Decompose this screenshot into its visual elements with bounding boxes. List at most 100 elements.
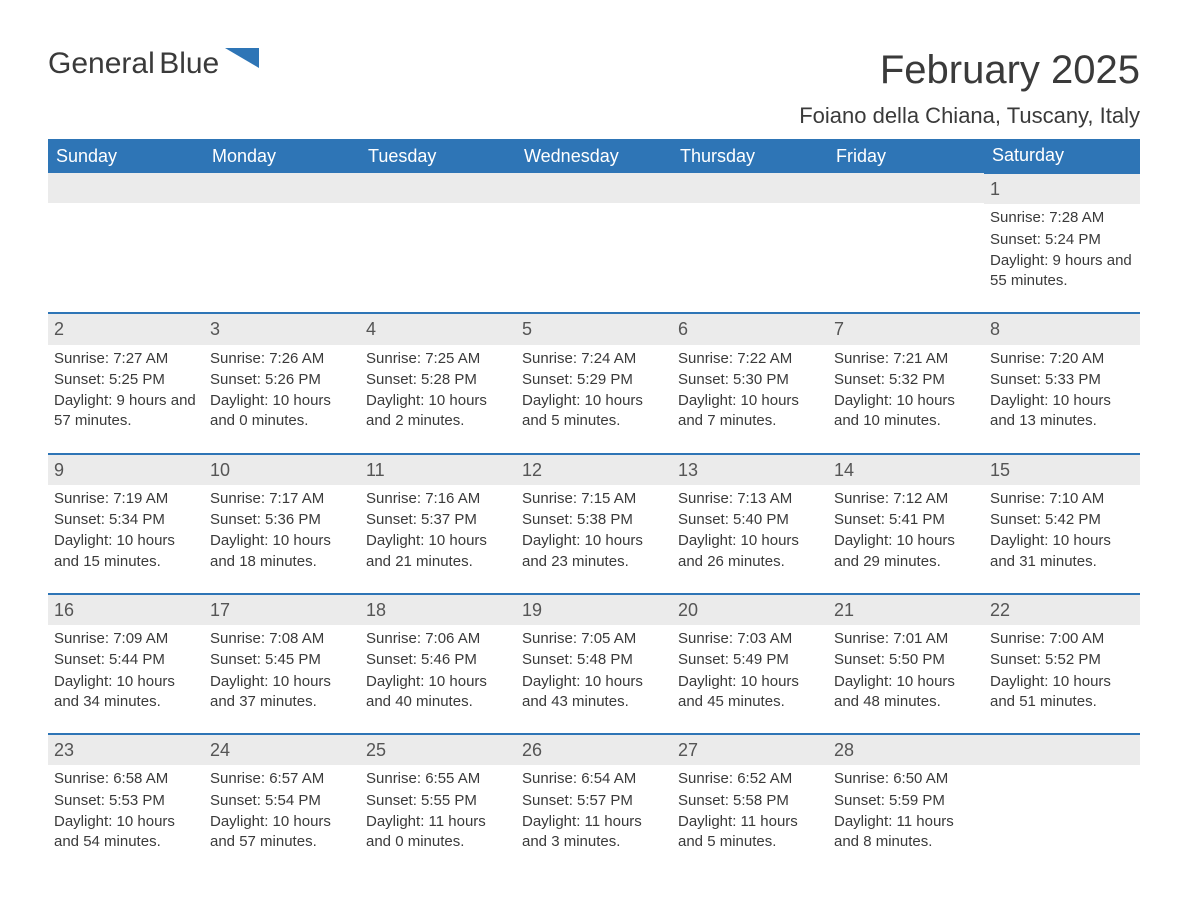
sunrise-line: 7:21 AM (834, 349, 978, 369)
sunset-line: 5:45 PM (210, 650, 354, 670)
day-content: 7:22 AM5:30 PMDaylight: 10 hours and 7 m… (678, 349, 822, 432)
logo-triangle-icon (225, 48, 259, 79)
calendar-empty-cell (828, 173, 984, 313)
day-content: 7:00 AM5:52 PMDaylight: 10 hours and 51 … (990, 629, 1134, 712)
day-content: 7:12 AM5:41 PMDaylight: 10 hours and 29 … (834, 489, 978, 572)
calendar-day-cell: 266:54 AM5:57 PMDaylight: 11 hours and 3… (516, 734, 672, 873)
daylight-line: Daylight: 11 hours and 8 minutes. (834, 812, 978, 853)
sunrise-line: 7:06 AM (366, 629, 510, 649)
calendar-week-row: 23 6:58 AM5:53 PMDaylight: 10 hours and 5… (48, 734, 1140, 873)
daynum-bar-empty (984, 735, 1140, 765)
logo-text-block: General Blue (48, 49, 219, 79)
day-content: 6:54 AM5:57 PMDaylight: 11 hours and 3 m… (522, 769, 666, 852)
day-number: 17 (204, 595, 360, 625)
calendar-table: SundayMondayTuesdayWednesdayThursdayFrid… (48, 139, 1140, 873)
sunrise-line: 7:12 AM (834, 489, 978, 509)
day-content: 7:01 AM5:50 PMDaylight: 10 hours and 48 … (834, 629, 978, 712)
weekday-header-row: SundayMondayTuesdayWednesdayThursdayFrid… (48, 139, 1140, 173)
sunset-line: 5:36 PM (210, 510, 354, 530)
daylight-line: Daylight: 10 hours and 31 minutes. (990, 531, 1134, 572)
daylight-line: Daylight: 10 hours and 2 minutes. (366, 391, 510, 432)
sunset-line: 5:53 PM (54, 791, 198, 811)
sunset-line: 5:42 PM (990, 510, 1134, 530)
calendar-body: 17:28 AM5:24 PMDaylight: 9 hours and 55 … (48, 173, 1140, 873)
calendar-day-cell: 37:26 AM5:26 PMDaylight: 10 hours and 0 … (204, 313, 360, 453)
calendar-day-cell: 27:27 AM5:25 PMDaylight: 9 hours and 57 … (48, 313, 204, 453)
daylight-line: Daylight: 10 hours and 7 minutes. (678, 391, 822, 432)
day-number: 23 (48, 735, 204, 765)
calendar-day-cell: 167:09 AM5:44 PMDaylight: 10 hours and 3… (48, 594, 204, 734)
calendar-day-cell: 197:05 AM5:48 PMDaylight: 10 hours and 4… (516, 594, 672, 734)
sunrise-line: 7:03 AM (678, 629, 822, 649)
daynum-bar-empty (204, 173, 360, 203)
calendar-week-row: 97:19 AM5:34 PMDaylight: 10 hours and 15… (48, 454, 1140, 594)
sunrise-line: 7:16 AM (366, 489, 510, 509)
weekday-header: Wednesday (516, 139, 672, 173)
weekday-header: Thursday (672, 139, 828, 173)
day-number: 15 (984, 455, 1140, 485)
day-number: 19 (516, 595, 672, 625)
day-content: 6:57 AM5:54 PMDaylight: 10 hours and 57 … (210, 769, 354, 852)
sunrise-line: 7:26 AM (210, 349, 354, 369)
day-content: 6:50 AM5:59 PMDaylight: 11 hours and 8 m… (834, 769, 978, 852)
calendar-day-cell: 207:03 AM5:49 PMDaylight: 10 hours and 4… (672, 594, 828, 734)
logo: General Blue (48, 48, 259, 79)
calendar-day-cell: 21 7:01 AM5:50 PMDaylight: 10 hours and 4… (828, 594, 984, 734)
sunrise-line: 7:17 AM (210, 489, 354, 509)
sunset-line: 5:48 PM (522, 650, 666, 670)
sunset-line: 5:59 PM (834, 791, 978, 811)
sunrise-line: 7:10 AM (990, 489, 1134, 509)
day-content: 7:08 AM5:45 PMDaylight: 10 hours and 37 … (210, 629, 354, 712)
sunset-line: 5:25 PM (54, 370, 198, 390)
daylight-line: Daylight: 10 hours and 40 minutes. (366, 672, 510, 713)
sunrise-line: 7:24 AM (522, 349, 666, 369)
day-content: 7:21 AM5:32 PMDaylight: 10 hours and 10 … (834, 349, 978, 432)
daylight-line: Daylight: 10 hours and 18 minutes. (210, 531, 354, 572)
day-number: 4 (360, 314, 516, 344)
day-content: 6:58 AM5:53 PMDaylight: 10 hours and 54 … (54, 769, 198, 852)
sunrise-line: 6:55 AM (366, 769, 510, 789)
title-block: February 2025 Foiano della Chiana, Tusca… (799, 48, 1140, 129)
day-content: 6:52 AM5:58 PMDaylight: 11 hours and 5 m… (678, 769, 822, 852)
daylight-line: Daylight: 9 hours and 57 minutes. (54, 391, 198, 432)
day-number: 21 (828, 595, 984, 625)
calendar-page: General Blue February 2025 Foiano della … (0, 0, 1188, 913)
sunrise-line: 6:54 AM (522, 769, 666, 789)
sunset-line: 5:46 PM (366, 650, 510, 670)
daylight-line: Daylight: 10 hours and 48 minutes. (834, 672, 978, 713)
weekday-header: Sunday (48, 139, 204, 173)
sunset-line: 5:26 PM (210, 370, 354, 390)
day-content: 7:03 AM5:49 PMDaylight: 10 hours and 45 … (678, 629, 822, 712)
sunrise-line: 7:28 AM (990, 208, 1134, 228)
sunset-line: 5:38 PM (522, 510, 666, 530)
sunrise-line: 7:27 AM (54, 349, 198, 369)
calendar-day-cell: 13 7:13 AM5:40 PMDaylight: 10 hours and 2… (672, 454, 828, 594)
calendar-day-cell: 47:25 AM5:28 PMDaylight: 10 hours and 2 … (360, 313, 516, 453)
calendar-empty-cell (516, 173, 672, 313)
sunrise-line: 7:20 AM (990, 349, 1134, 369)
weekday-header: Monday (204, 139, 360, 173)
logo-text-general: General (48, 47, 155, 80)
daylight-line: Daylight: 10 hours and 23 minutes. (522, 531, 666, 572)
day-content: 7:27 AM5:25 PMDaylight: 9 hours and 57 m… (54, 349, 198, 432)
day-number: 13 (672, 455, 828, 485)
day-content: 7:16 AM5:37 PMDaylight: 10 hours and 21 … (366, 489, 510, 572)
day-number: 5 (516, 314, 672, 344)
day-content: 7:15 AM5:38 PMDaylight: 10 hours and 23 … (522, 489, 666, 572)
daylight-line: Daylight: 11 hours and 3 minutes. (522, 812, 666, 853)
sunset-line: 5:50 PM (834, 650, 978, 670)
calendar-day-cell: 276:52 AM5:58 PMDaylight: 11 hours and 5… (672, 734, 828, 873)
calendar-day-cell: 187:06 AM5:46 PMDaylight: 10 hours and 4… (360, 594, 516, 734)
day-content: 7:13 AM5:40 PMDaylight: 10 hours and 26 … (678, 489, 822, 572)
sunrise-line: 6:57 AM (210, 769, 354, 789)
calendar-day-cell: 77:21 AM5:32 PMDaylight: 10 hours and 10… (828, 313, 984, 453)
daylight-line: Daylight: 10 hours and 37 minutes. (210, 672, 354, 713)
calendar-week-row: 17:28 AM5:24 PMDaylight: 9 hours and 55 … (48, 173, 1140, 313)
day-content: 7:06 AM5:46 PMDaylight: 10 hours and 40 … (366, 629, 510, 712)
day-number: 6 (672, 314, 828, 344)
sunset-line: 5:57 PM (522, 791, 666, 811)
weekday-header: Friday (828, 139, 984, 173)
daylight-line: Daylight: 10 hours and 29 minutes. (834, 531, 978, 572)
weekday-header: Tuesday (360, 139, 516, 173)
sunrise-line: 6:50 AM (834, 769, 978, 789)
